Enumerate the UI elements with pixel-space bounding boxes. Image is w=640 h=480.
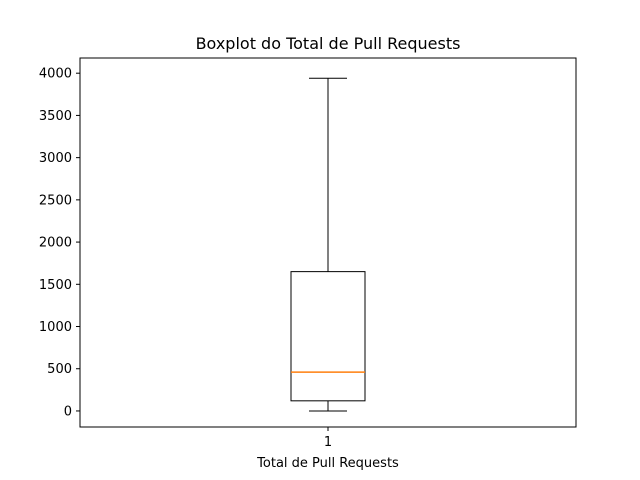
y-tick-label: 1000 <box>39 320 72 335</box>
y-tick-label: 2000 <box>39 236 72 251</box>
x-axis-label: Total de Pull Requests <box>256 456 399 471</box>
chart-title: Boxplot do Total de Pull Requests <box>196 34 461 53</box>
plot-frame <box>79 57 577 428</box>
y-axis-ticks: 0 500 1000 1500 2000 2500 3000 3500 4000 <box>39 67 80 419</box>
x-axis-ticks: 1 <box>324 427 332 450</box>
box-group <box>290 77 366 412</box>
x-tick-label: 1 <box>324 435 332 450</box>
y-tick-label: 3500 <box>39 109 72 124</box>
y-tick-label: 3000 <box>39 151 72 166</box>
y-tick-label: 2500 <box>39 193 72 208</box>
y-tick-label: 4000 <box>39 67 72 82</box>
y-tick-label: 1500 <box>39 278 72 293</box>
y-tick-label: 500 <box>47 362 72 377</box>
interquartile-box <box>290 271 366 402</box>
y-tick-label: 0 <box>64 404 72 419</box>
